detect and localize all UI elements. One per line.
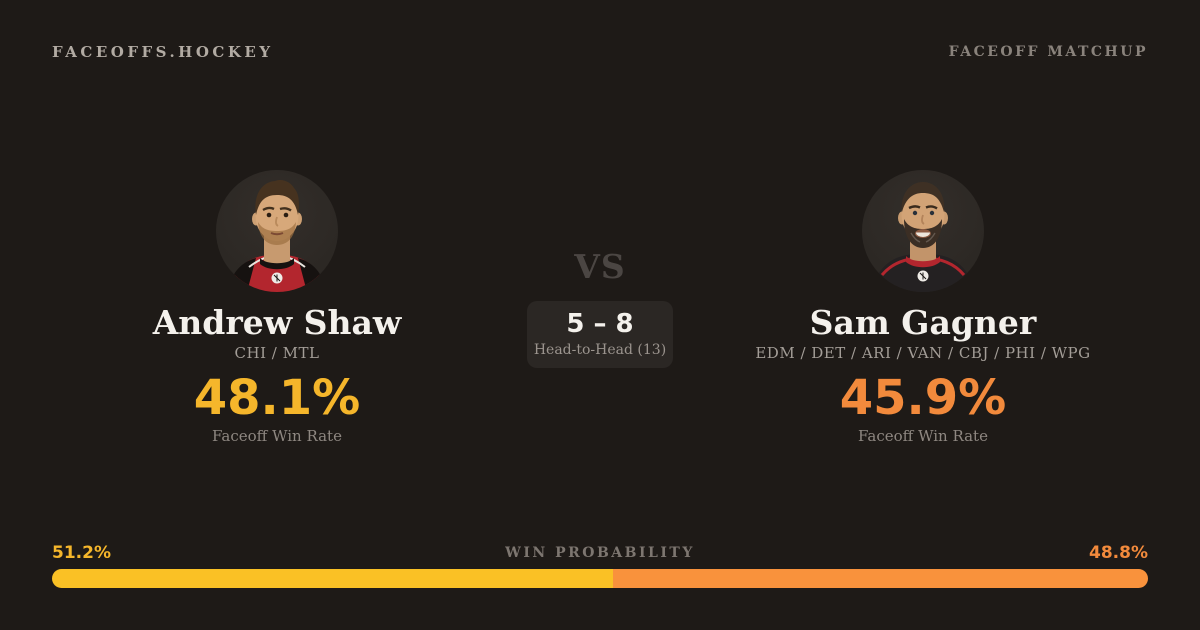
head-to-head-score: 5 – 8 [566, 309, 634, 340]
player-left-win-rate: 48.1% [193, 370, 361, 427]
win-probability-title: WIN PROBABILITY [505, 545, 695, 561]
head-to-head-box: 5 – 8 Head-to-Head (13) [527, 301, 673, 368]
player-name-right: Sam Gagner [809, 303, 1037, 342]
player-avatar-right [862, 170, 984, 292]
prob-right-pct: 48.8% [1089, 543, 1148, 563]
head-to-head-label: Head-to-Head (13) [533, 341, 667, 358]
player-card-left: Andrew Shaw CHI / MTL 48.1% Faceoff Win … [52, 170, 502, 445]
prob-bar-left [52, 569, 614, 588]
page-title: FACEOFF MATCHUP [948, 44, 1148, 60]
win-probability-bar [52, 569, 1148, 588]
player-name-left: Andrew Shaw [152, 303, 402, 342]
player-avatar-left [216, 170, 338, 292]
nhl-logo-icon [917, 270, 929, 282]
player-photo-left [228, 179, 326, 292]
player-teams-left: CHI / MTL [234, 344, 320, 363]
player-right-win-rate: 45.9% [839, 370, 1007, 427]
win-rate-label-right: Faceoff Win Rate [858, 427, 988, 446]
player-teams-right: EDM / DET / ARI / VAN / CBJ / PHI / WPG [755, 344, 1091, 363]
prob-bar-right [613, 569, 1148, 588]
brand-wordmark: FACEOFFS.HOCKEY [52, 43, 274, 61]
win-probability-labels: 51.2% WIN PROBABILITY 48.8% [52, 543, 1148, 563]
vs-label: VS [574, 247, 626, 286]
player-card-right: Sam Gagner EDM / DET / ARI / VAN / CBJ /… [698, 170, 1148, 445]
player-photo-right [872, 182, 974, 292]
matchup-center: VS 5 – 8 Head-to-Head (13) [500, 247, 700, 368]
nhl-logo-icon [271, 272, 283, 284]
prob-left-pct: 51.2% [52, 543, 111, 563]
win-rate-label-left: Faceoff Win Rate [212, 427, 342, 446]
